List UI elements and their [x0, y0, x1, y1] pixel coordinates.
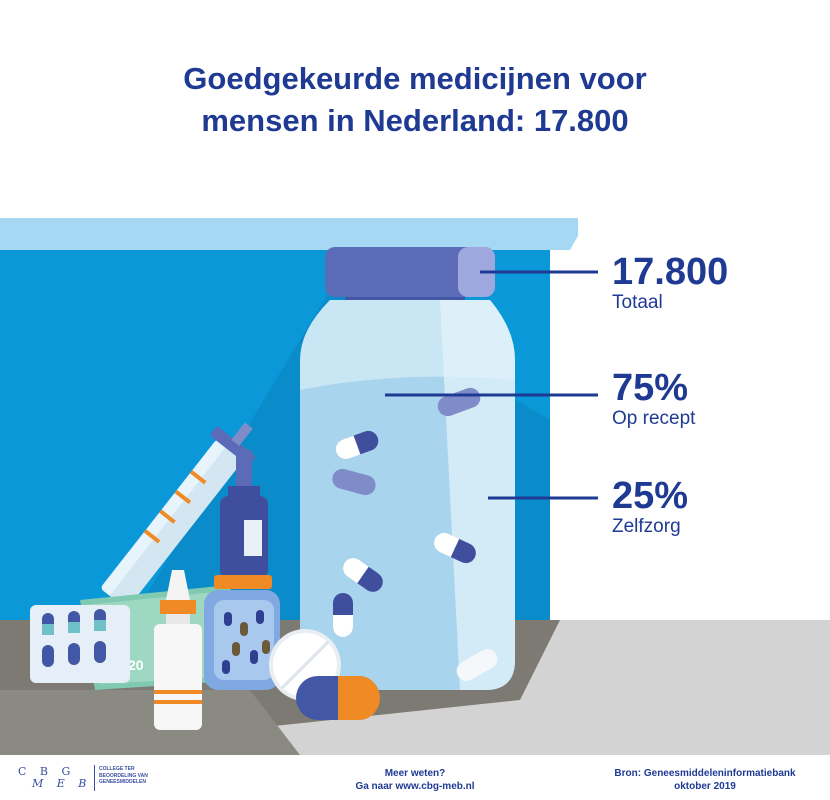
logo-letters-bottom: M E B [32, 777, 92, 790]
shelf-top [0, 218, 578, 250]
footer: C B G M E B COLLEGE TER BEOORDELING VAN … [0, 755, 830, 800]
logo-letters-top: C B G [18, 765, 76, 778]
source-date: oktober 2019 [674, 781, 736, 792]
stat-prescription-value: 75% [612, 367, 689, 409]
floor-shadow-2 [0, 690, 300, 755]
blister-count: 20 [128, 657, 144, 673]
stat-prescription-label: Op recept [612, 408, 696, 429]
more-info-link[interactable]: Ga naar www.cbg-meb.nl [355, 781, 475, 792]
page-title: Goedgekeurde medicijnen voor mensen in N… [0, 58, 830, 142]
blister-strip-icon [30, 605, 130, 683]
capsule-icon [335, 430, 379, 460]
source-note: Bron: Geneesmiddeleninformatiebank oktob… [600, 767, 810, 793]
logo-divider [94, 765, 95, 791]
title-line-2: mensen in Nederland: 17.800 [201, 103, 629, 138]
stat-self-care-label: Zelfzorg [612, 516, 681, 537]
large-medicine-jar-icon [300, 247, 515, 690]
logo-org-name: COLLEGE TER BEOORDELING VAN GENEESMIDDEL… [99, 766, 148, 785]
nasal-spray-icon [154, 570, 202, 730]
stat-total-value: 17.800 [612, 251, 729, 293]
dropper-bottle-icon [214, 450, 272, 589]
cbg-meb-logo: C B G M E B COLLEGE TER BEOORDELING VAN … [14, 763, 174, 795]
stat-self-care-value: 25% [612, 475, 689, 517]
stat-prescription: 75% Op recept [612, 368, 695, 430]
stat-total: 17.800 Totaal [612, 252, 728, 314]
pill-jar-icon [204, 590, 280, 690]
more-info-heading: Meer weten? [384, 768, 446, 779]
stat-total-label: Totaal [612, 292, 663, 313]
source-name: Bron: Geneesmiddeleninformatiebank [614, 768, 796, 779]
title-line-1: Goedgekeurde medicijnen voor [183, 61, 647, 96]
orange-capsule-icon [296, 676, 380, 720]
stat-self-care: 25% Zelfzorg [612, 476, 688, 538]
more-info: Meer weten? Ga naar www.cbg-meb.nl [320, 767, 510, 793]
